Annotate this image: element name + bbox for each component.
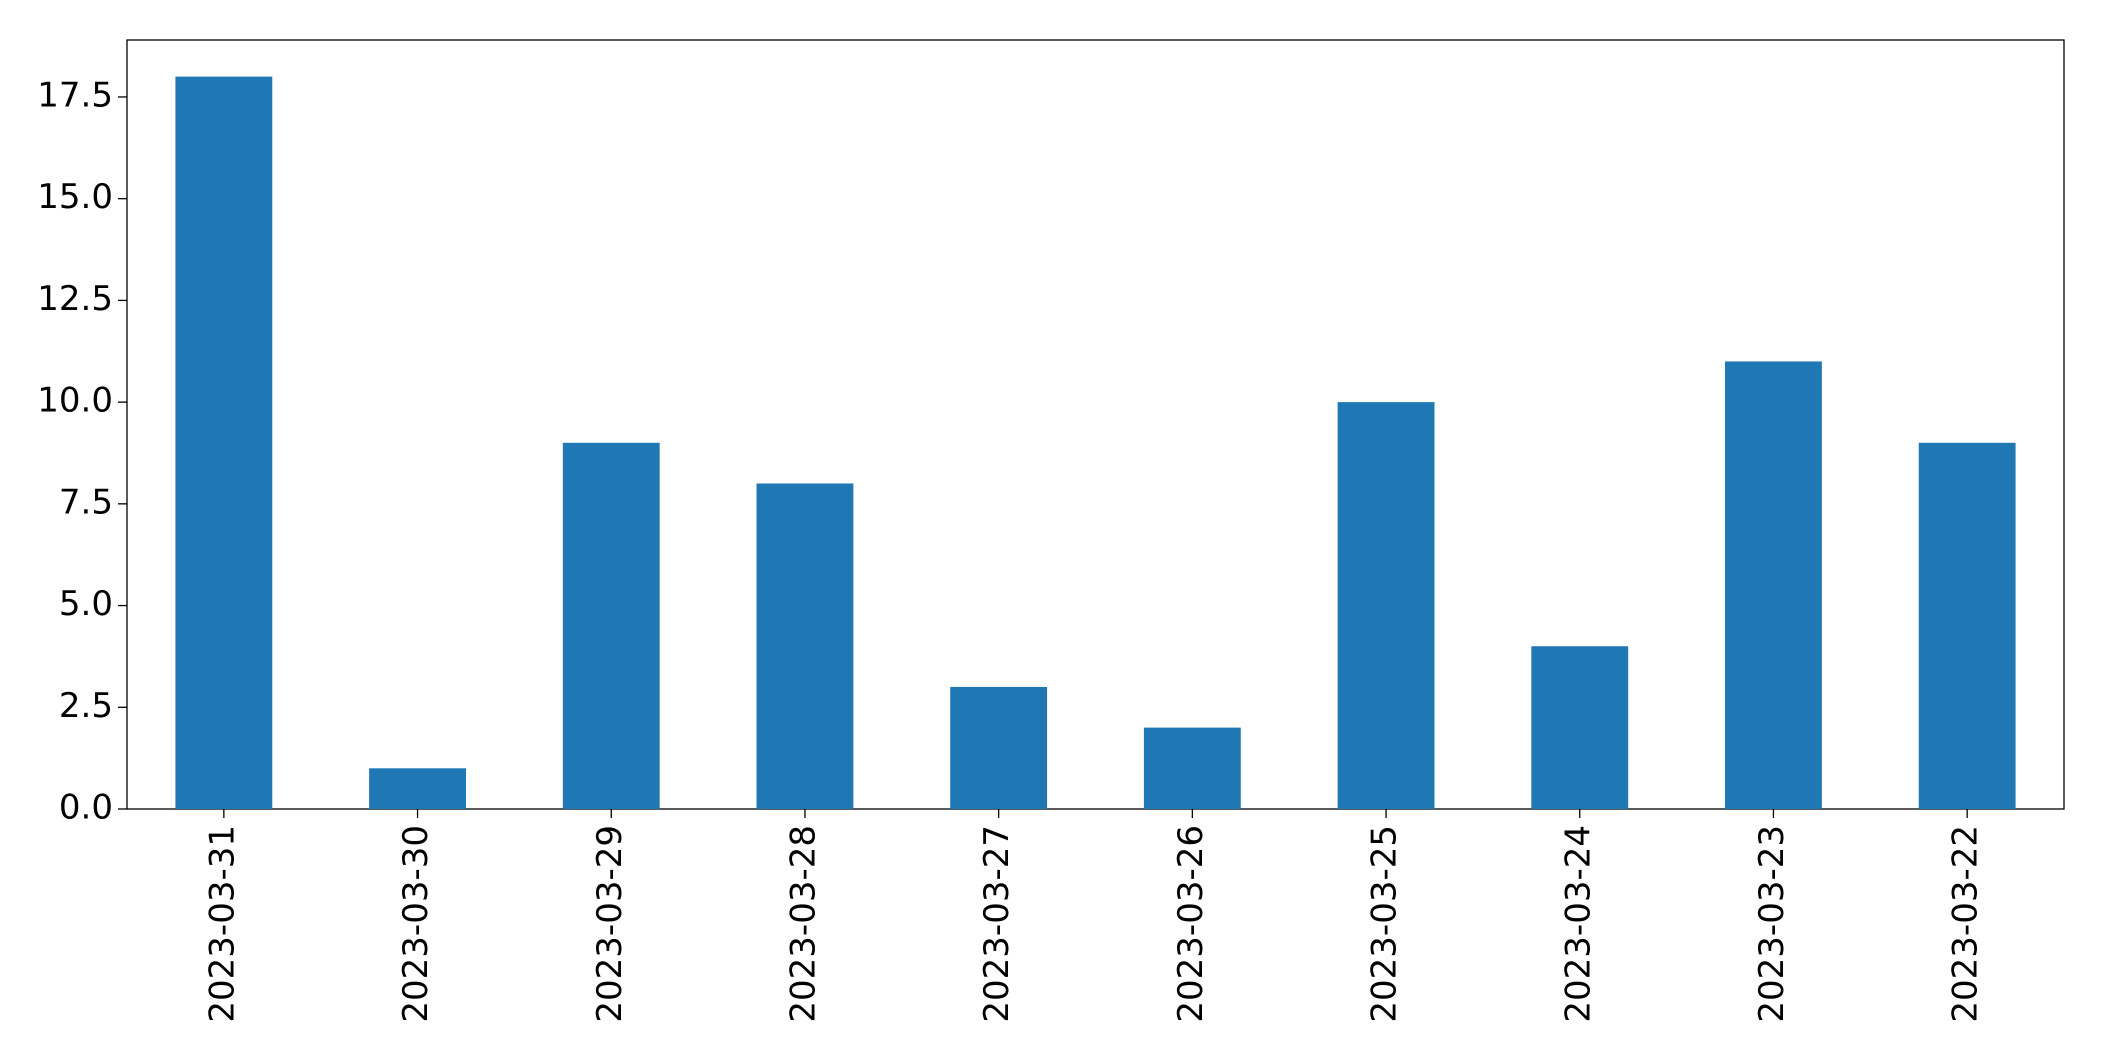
- y-tick-label: 10.0: [37, 381, 113, 421]
- bar: [369, 768, 466, 809]
- bar: [756, 483, 854, 809]
- x-tick-label: 2023-03-22: [1946, 825, 1986, 1023]
- y-tick-label: 15.0: [37, 177, 113, 217]
- x-tick-label: 2023-03-28: [783, 825, 823, 1023]
- x-tick-label: 2023-03-26: [1171, 825, 1211, 1023]
- bar: [562, 442, 660, 809]
- x-tick-label: 2023-03-29: [590, 825, 630, 1023]
- x-tick-label: 2023-03-30: [396, 825, 436, 1023]
- bar: [950, 686, 1048, 809]
- plot-frame: [126, 39, 2065, 810]
- bar: [1531, 646, 1629, 809]
- bar: [1725, 361, 1822, 809]
- y-tick-label: 0.0: [59, 788, 113, 828]
- bar: [175, 76, 273, 810]
- y-tick-label: 12.5: [37, 279, 113, 319]
- y-tick-label: 17.5: [37, 75, 113, 115]
- bar: [1918, 442, 2016, 809]
- y-tick-label: 5.0: [59, 584, 113, 624]
- x-tick-label: 2023-03-31: [202, 825, 242, 1023]
- bar: [1143, 727, 1241, 809]
- bar: [1337, 402, 1435, 809]
- x-tick-label: 2023-03-24: [1558, 825, 1598, 1023]
- x-tick-label: 2023-03-25: [1365, 825, 1405, 1023]
- y-tick-label: 2.5: [59, 686, 113, 726]
- y-tick-label: 7.5: [59, 482, 113, 522]
- x-tick-label: 2023-03-23: [1752, 825, 1792, 1023]
- x-tick-label: 2023-03-27: [977, 825, 1017, 1023]
